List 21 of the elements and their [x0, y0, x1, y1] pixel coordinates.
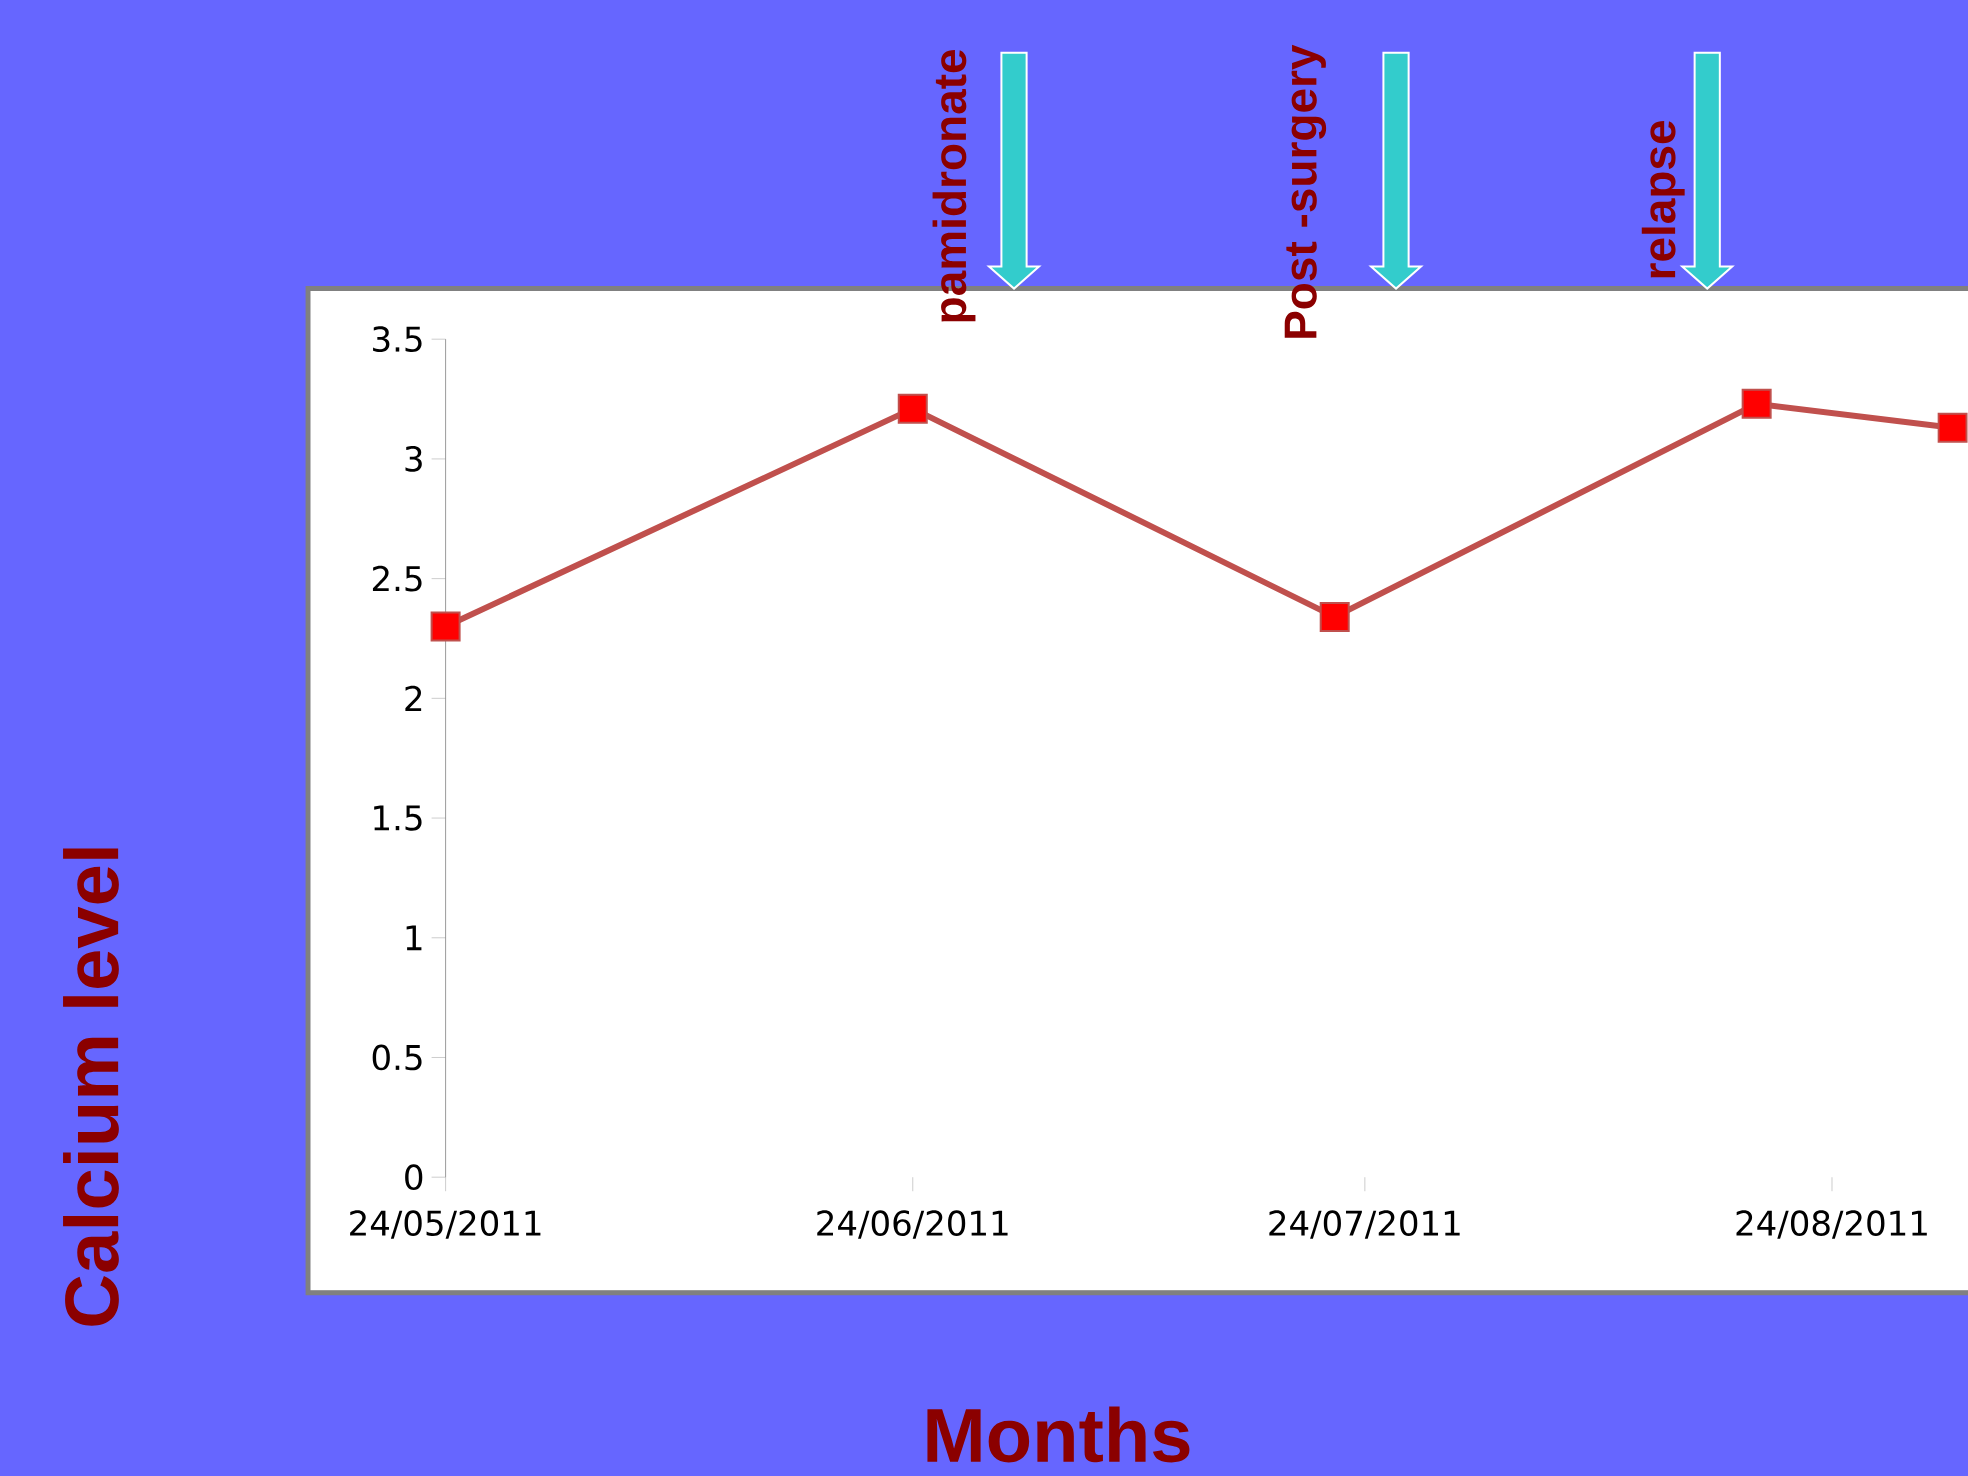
y-axis-title: Calcium level — [63, 848, 119, 1326]
point — [430, 611, 461, 642]
x-axis-title: Months — [927, 1406, 1190, 1463]
point — [897, 393, 928, 424]
y-tick-label: 2 — [405, 685, 422, 711]
point — [1741, 388, 1772, 419]
y-tick-label: 1 — [406, 925, 422, 951]
x-tick-label: 24/07/2011 — [1269, 1210, 1460, 1239]
y-tick-label: 3 — [405, 446, 422, 472]
y-tick-label: 2.5 — [372, 565, 422, 592]
y-tick-label: 0 — [405, 1164, 423, 1191]
y-tick-label: 3.5 — [373, 326, 422, 353]
text: relapse — [1641, 120, 1685, 278]
x-tick-label: 24/06/2011 — [817, 1210, 1008, 1239]
point — [1319, 601, 1350, 632]
x-tick-label: 24/08/2011 — [1736, 1210, 1927, 1239]
text: Post -surgery — [1284, 44, 1327, 338]
text: pamidronate — [932, 49, 976, 322]
x-tick-label: 24/05/2011 — [350, 1210, 541, 1239]
y-tick-label: 0.5 — [372, 1044, 422, 1071]
y-tick-label: 1.5 — [374, 805, 422, 831]
